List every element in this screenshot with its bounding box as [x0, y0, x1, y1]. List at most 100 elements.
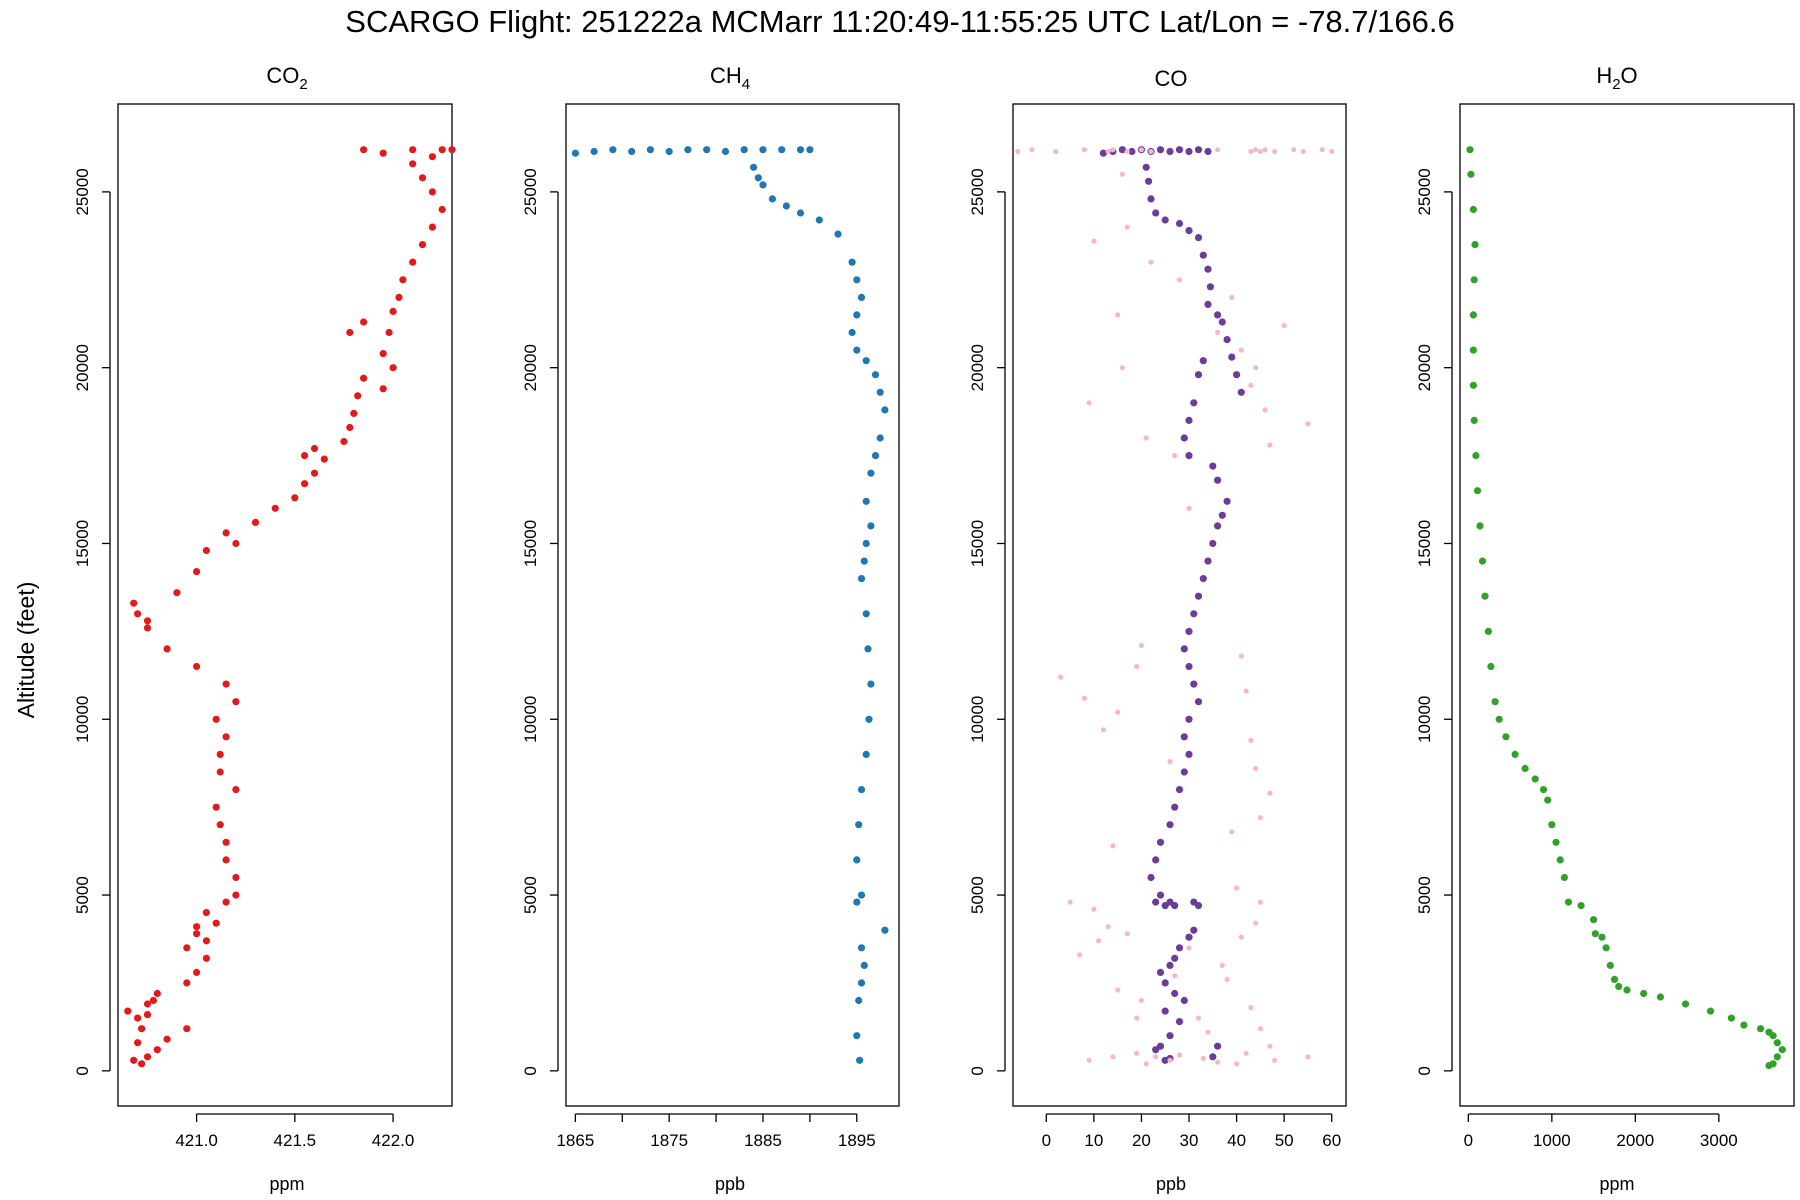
data-point [853, 346, 861, 354]
x-tick-label: 1895 [838, 1131, 876, 1150]
data-point [876, 434, 884, 442]
data-point [301, 480, 309, 488]
data-point [1124, 224, 1130, 230]
data-point [1185, 715, 1193, 723]
data-point [703, 146, 711, 154]
data-point [1248, 1005, 1254, 1011]
data-point [1086, 1057, 1092, 1063]
data-point [1598, 933, 1606, 941]
data-point [379, 149, 387, 157]
data-point [1175, 146, 1184, 154]
data-point [1134, 663, 1140, 670]
data-point [1166, 1032, 1174, 1040]
data-point [1253, 765, 1259, 772]
data-point [1180, 645, 1188, 653]
data-point [183, 944, 191, 952]
data-point [853, 898, 861, 906]
data-point [1305, 1054, 1311, 1060]
data-point [212, 715, 220, 723]
data-point [857, 979, 866, 987]
data-point [1219, 962, 1225, 969]
data-point [1194, 698, 1203, 706]
data-point [1467, 170, 1475, 178]
data-point [1199, 575, 1207, 583]
data-point [1180, 768, 1188, 776]
data-point [173, 589, 181, 597]
data-point [1248, 737, 1254, 744]
data-point [848, 258, 856, 266]
panel-ch4: CH4 1865 1875 1885 1895 0 5000 10000 15000 2000… [521, 63, 900, 1194]
data-point [855, 996, 863, 1005]
data-point [149, 996, 157, 1005]
data-point [1548, 821, 1556, 829]
data-point [143, 1000, 152, 1008]
data-point [1086, 400, 1092, 406]
y-tick-label: 0 [968, 1066, 987, 1075]
data-point [1229, 829, 1235, 835]
data-point [1224, 976, 1230, 983]
data-point [216, 750, 224, 759]
data-point [143, 1011, 152, 1019]
data-point [1502, 733, 1510, 741]
data-point [1606, 961, 1614, 970]
data-point [1115, 709, 1121, 715]
data-point [409, 160, 417, 168]
data-point [1471, 241, 1479, 249]
x-tick-label: 1000 [1533, 1131, 1571, 1150]
data-point [1190, 610, 1198, 618]
data-point [834, 230, 842, 238]
data-point [1300, 148, 1306, 155]
data-point [212, 919, 220, 927]
data-point [1058, 674, 1064, 680]
panel-title-ch4: CH4 [710, 63, 750, 93]
data-point [1469, 381, 1477, 389]
y-tick-label: 0 [521, 1066, 540, 1075]
data-point [222, 680, 230, 688]
data-point [1590, 916, 1598, 924]
data-point [1171, 803, 1179, 811]
data-point [862, 539, 870, 548]
data-point [1204, 265, 1212, 273]
data-point [796, 146, 805, 154]
data-point [1238, 653, 1244, 659]
data-point [389, 307, 397, 315]
data-point [340, 437, 348, 446]
data-point [1100, 727, 1106, 733]
data-point [1209, 1053, 1217, 1061]
x-tick-label: 3000 [1700, 1131, 1738, 1150]
data-point [1253, 920, 1259, 926]
data-point [1481, 592, 1489, 600]
x-tick-label: 1885 [744, 1131, 782, 1150]
series-co [1015, 146, 1335, 1067]
data-point [1469, 346, 1477, 354]
data-point [1138, 147, 1144, 153]
data-point [360, 318, 368, 326]
data-point [853, 311, 861, 319]
data-point [1134, 1015, 1140, 1021]
data-point [1190, 680, 1198, 688]
data-point [1118, 146, 1126, 154]
data-point [409, 258, 417, 266]
data-point [768, 195, 777, 203]
data-point [360, 374, 368, 382]
data-point [1185, 933, 1193, 941]
panel-co2: CO2 421.0 421.5 422.0 0 5000 10000 15000 20000… [73, 63, 456, 1194]
x-axis-label-h2o: ppm [1599, 1174, 1634, 1194]
data-point [881, 406, 889, 414]
data-point [1238, 934, 1244, 940]
data-point [1077, 952, 1083, 958]
data-point [138, 1060, 146, 1068]
data-point [193, 923, 201, 931]
data-point [1176, 1052, 1183, 1058]
data-point [1147, 195, 1155, 203]
data-point [222, 529, 230, 537]
data-point [1147, 873, 1155, 882]
data-point [871, 371, 880, 379]
data-point [1156, 968, 1165, 977]
data-point [1185, 416, 1193, 424]
data-point [193, 662, 201, 671]
data-point [1091, 906, 1097, 912]
data-point [1143, 1061, 1149, 1067]
data-point [1185, 662, 1193, 671]
data-point [1119, 365, 1125, 371]
